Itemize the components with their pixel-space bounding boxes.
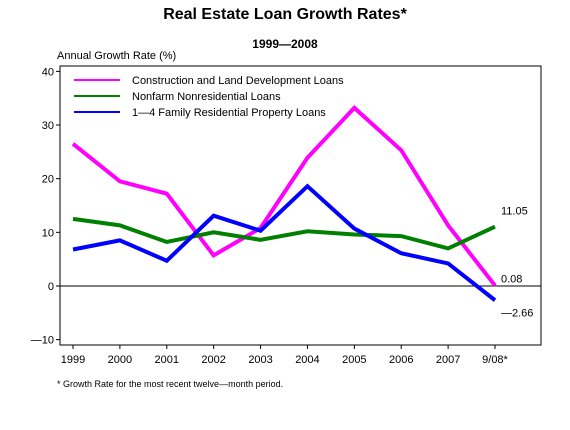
chart-title: Real Estate Loan Growth Rates* — [163, 6, 407, 23]
x-tick-label: 2001 — [155, 354, 179, 366]
plot-frame — [59, 65, 542, 346]
x-tick-label: 2007 — [436, 354, 460, 366]
axes: —10 0 10 20 30 40 1999 2000 2001 2002 2003 2004 2005… — [31, 65, 542, 366]
legend-label: Nonfarm Nonresidential Loans — [132, 91, 281, 103]
x-tick-label: 2006 — [389, 354, 413, 366]
chart-subtitle: 1999—2008 — [252, 37, 318, 51]
series-line-1 — [71, 105, 497, 287]
x-tick-label: 2004 — [295, 354, 319, 366]
y-axis-label: Annual Growth Rate (%) — [57, 50, 177, 62]
y-tick-label: 10 — [42, 227, 54, 239]
end-label-3: —2.66 — [501, 307, 533, 319]
x-tick-label: 2002 — [201, 354, 225, 366]
x-tick-label: 1999 — [61, 354, 85, 366]
legend: Construction and Land Development Loans N… — [74, 75, 344, 119]
end-labels: 0.08 11.05 —2.66 — [501, 206, 533, 320]
y-tick-label: —10 — [31, 335, 54, 347]
series-lines — [71, 105, 497, 302]
x-tick-label: 2000 — [108, 354, 132, 366]
series-line-2 — [72, 216, 496, 251]
footnote: * Growth Rate for the most recent twelve… — [57, 379, 284, 389]
series-line-3 — [72, 183, 497, 302]
legend-label: 1—4 Family Residential Property Loans — [132, 107, 326, 119]
end-label-1: 0.08 — [501, 274, 522, 286]
x-tick-label: 2003 — [248, 354, 272, 366]
y-tick-label: 40 — [42, 66, 54, 78]
y-tick-label: 0 — [48, 281, 54, 293]
legend-label: Construction and Land Development Loans — [132, 75, 344, 87]
end-label-2: 11.05 — [501, 206, 528, 218]
x-tick-label: 2005 — [342, 354, 366, 366]
y-tick-label: 30 — [42, 120, 54, 132]
x-tick-label: 9/08* — [482, 354, 508, 366]
y-tick-label: 20 — [42, 174, 54, 186]
